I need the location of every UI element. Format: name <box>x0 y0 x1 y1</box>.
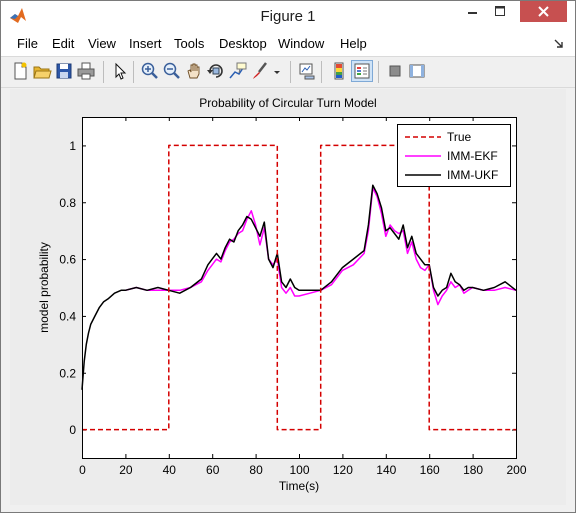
zoom-out-button[interactable] <box>162 61 182 81</box>
menu-view[interactable]: View <box>88 36 116 51</box>
y-tick-label: 0.2 <box>59 366 76 380</box>
select-arrow-button[interactable] <box>110 61 130 81</box>
pan-button[interactable] <box>184 61 204 81</box>
zoom-out-icon <box>163 62 180 79</box>
hide-plot-tools-button[interactable] <box>385 61 405 81</box>
figure-canvas[interactable]: Probability of Circular Turn Model 0 20 40… <box>10 89 566 505</box>
legend-icon <box>354 63 370 79</box>
axes-frame <box>82 117 517 459</box>
dock-arrow-icon[interactable] <box>553 38 565 50</box>
select-arrow-icon <box>115 62 127 80</box>
open-file-button[interactable] <box>32 61 52 81</box>
rotate-3d-button[interactable] <box>206 61 226 81</box>
toolbar-separator <box>378 61 379 83</box>
zoom-in-button[interactable] <box>140 61 160 81</box>
window-title: Figure 1 <box>260 8 316 25</box>
y-tick-label: 0 <box>69 423 76 437</box>
colorbar-button[interactable] <box>329 61 349 81</box>
figure-toolbar <box>1 56 575 88</box>
x-tick-label: 40 <box>163 463 177 477</box>
menu-desktop[interactable]: Desktop <box>219 36 267 51</box>
series-imm-ekf-line[interactable] <box>125 187 517 306</box>
show-plot-tools-button[interactable] <box>407 61 427 81</box>
close-icon <box>538 6 549 17</box>
x-axis-label: Time(s) <box>279 479 319 493</box>
toolbar-separator <box>290 61 291 83</box>
legend-entry: True <box>447 130 472 144</box>
data-cursor-button[interactable] <box>228 61 248 81</box>
x-tick-label: 160 <box>420 463 440 477</box>
x-tick-label: 120 <box>333 463 353 477</box>
x-tick-label: 0 <box>79 463 86 477</box>
close-button[interactable] <box>520 1 567 22</box>
zoom-in-icon <box>141 62 158 79</box>
brush-button[interactable] <box>250 61 270 81</box>
toolbar-separator <box>133 61 134 83</box>
hide-plot-tools-icon <box>389 65 401 77</box>
show-plot-tools-icon <box>409 64 425 78</box>
x-tick-label: 60 <box>206 463 220 477</box>
new-figure-icon <box>14 62 27 80</box>
menu-file[interactable]: File <box>17 36 38 51</box>
brush-icon <box>253 62 267 79</box>
x-tick-label: 80 <box>249 463 263 477</box>
menu-tools[interactable]: Tools <box>174 36 205 51</box>
minimize-button[interactable] <box>459 1 486 22</box>
maximize-button[interactable] <box>487 1 514 22</box>
menu-window[interactable]: Window <box>278 36 325 51</box>
new-figure-button[interactable] <box>10 61 30 81</box>
series-imm-ukf-line[interactable] <box>81 184 517 390</box>
legend-button[interactable] <box>351 60 373 82</box>
maximize-icon <box>495 6 505 16</box>
menu-bar: File Edit View Insert Tools Desktop Wind… <box>1 32 575 56</box>
y-tick-label: 0.6 <box>59 253 76 267</box>
colorbar-icon <box>334 62 344 80</box>
matlab-logo-icon <box>10 8 26 23</box>
menu-edit[interactable]: Edit <box>52 36 75 51</box>
title-bar[interactable]: Figure 1 <box>1 1 575 32</box>
x-tick-label: 180 <box>463 463 483 477</box>
x-tick-label: 140 <box>376 463 396 477</box>
y-tick-label: 0.4 <box>59 309 76 323</box>
print-icon <box>77 62 95 80</box>
menu-insert[interactable]: Insert <box>129 36 162 51</box>
save-button[interactable] <box>54 61 74 81</box>
print-button[interactable] <box>76 61 96 81</box>
legend[interactable]: True IMM-EKF IMM-UKF <box>397 124 511 187</box>
link-plot-button[interactable] <box>297 61 317 81</box>
chevron-down-icon <box>274 71 280 74</box>
save-icon <box>56 63 72 79</box>
legend-entry: IMM-EKF <box>447 149 498 163</box>
toolbar-separator <box>103 61 104 83</box>
rotate-3d-icon <box>207 64 223 78</box>
menu-help[interactable]: Help <box>340 36 367 51</box>
brush-dropdown-button[interactable] <box>271 61 283 81</box>
y-axis-label: model probability <box>37 242 51 333</box>
pan-icon <box>187 63 200 79</box>
data-cursor-icon <box>229 62 247 79</box>
series-true-line[interactable] <box>82 144 516 431</box>
link-plot-icon <box>299 63 315 80</box>
y-tick-label: 1 <box>69 139 76 153</box>
toolbar-separator <box>321 61 322 83</box>
x-tick-label: 100 <box>289 463 309 477</box>
x-tick-label: 200 <box>506 463 526 477</box>
chart-title: Probability of Circular Turn Model <box>199 96 376 110</box>
plot-axes[interactable]: Probability of Circular Turn Model 0 20 40… <box>10 89 566 505</box>
minimize-icon <box>468 12 477 14</box>
x-tick-label: 20 <box>119 463 133 477</box>
open-file-icon <box>33 66 52 79</box>
legend-entry: IMM-UKF <box>447 168 498 182</box>
y-tick-label: 0.8 <box>59 196 76 210</box>
